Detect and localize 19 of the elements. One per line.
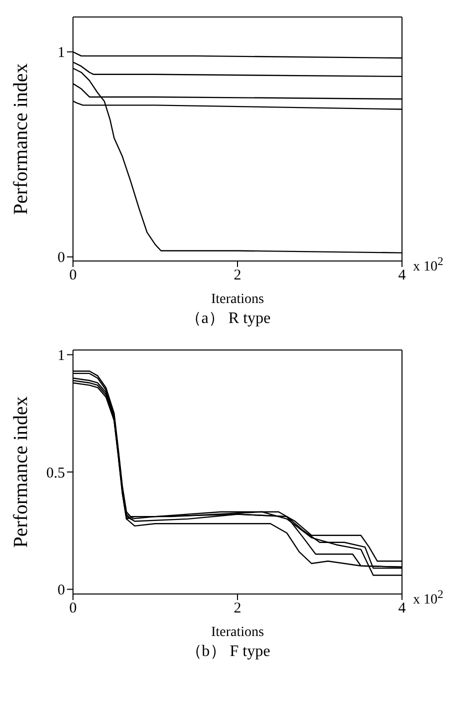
- text: x 10$^{2}$: [413, 588, 444, 609]
- x-tick-label: 2: [234, 268, 242, 284]
- y-tick-label: 0: [58, 582, 65, 599]
- y-axis-title: Performance index: [10, 63, 32, 215]
- text: x 10$^{2}$: [413, 255, 444, 276]
- x-axis-title: Iterations: [211, 625, 264, 640]
- text: （a） R type: [184, 309, 272, 329]
- text: （b） F type: [184, 642, 272, 662]
- x-tick-label: 2: [234, 600, 242, 617]
- y-tick-label: 0: [58, 250, 65, 266]
- y-tick-label: 0.5: [46, 465, 65, 482]
- x-tick-label: 0: [69, 268, 77, 284]
- x-tick-label: 0: [69, 600, 77, 617]
- y-tick-label: 1: [58, 348, 65, 364]
- x-axis-title: Iterations: [211, 292, 264, 307]
- x-tick-label: 4: [398, 600, 406, 617]
- y-tick-label: 1: [58, 45, 65, 62]
- x-tick-label: 4: [398, 268, 406, 284]
- y-axis-title: Performance index: [10, 396, 32, 548]
